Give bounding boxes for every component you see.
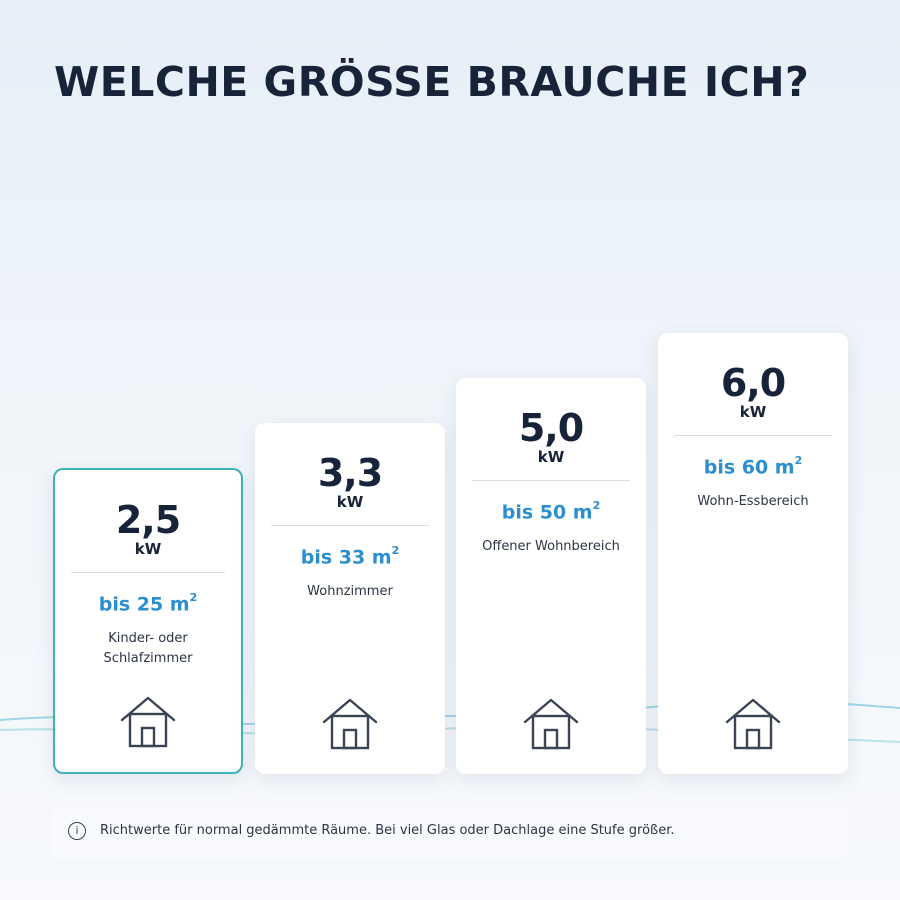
- house-icon: [322, 698, 378, 750]
- area-value: bis 50 m2: [501, 499, 601, 524]
- house-icon: [725, 698, 781, 750]
- power-value: 2,5: [115, 498, 181, 542]
- card-6-0kw[interactable]: 6,0 kW bis 60 m2 Wohn-Essbereich: [658, 333, 848, 774]
- card-2-5kw[interactable]: 2,5 kW bis 25 m2 Kinder- oder Schlafzimm…: [53, 468, 243, 774]
- house-icon: [523, 698, 579, 750]
- card-3-3kw[interactable]: 3,3 kW bis 33 m2 Wohnzimmer: [255, 423, 445, 774]
- room-label: Kinder- oder Schlafzimmer: [103, 631, 193, 667]
- power-value: 6,0: [720, 361, 786, 405]
- card-divider: [674, 435, 832, 436]
- room-label: Offener Wohnbereich: [482, 539, 620, 555]
- house-icon: [120, 696, 176, 748]
- card-divider: [71, 572, 225, 573]
- power-unit: kW: [739, 403, 767, 421]
- card-5-0kw[interactable]: 5,0 kW bis 50 m2 Offener Wohnbereich: [456, 378, 646, 774]
- info-note-text: Richtwerte für normal gedämmte Räume. Be…: [100, 823, 675, 838]
- room-label: Wohn-Essbereich: [697, 494, 809, 510]
- info-note: i Richtwerte für normal gedämmte Räume. …: [52, 806, 848, 858]
- power-value: 3,3: [317, 451, 383, 495]
- card-divider: [472, 480, 630, 481]
- power-unit: kW: [134, 540, 162, 558]
- area-value: bis 60 m2: [703, 454, 803, 479]
- room-label: Wohnzimmer: [307, 584, 393, 600]
- page-title: WELCHE GRÖSSE BRAUCHE ICH?: [54, 58, 810, 106]
- power-unit: kW: [336, 493, 364, 511]
- power-unit: kW: [537, 448, 565, 466]
- area-value: bis 33 m2: [300, 544, 400, 569]
- power-value: 5,0: [518, 406, 584, 450]
- info-icon: i: [68, 822, 86, 840]
- card-divider: [271, 525, 429, 526]
- area-value: bis 25 m2: [98, 591, 198, 616]
